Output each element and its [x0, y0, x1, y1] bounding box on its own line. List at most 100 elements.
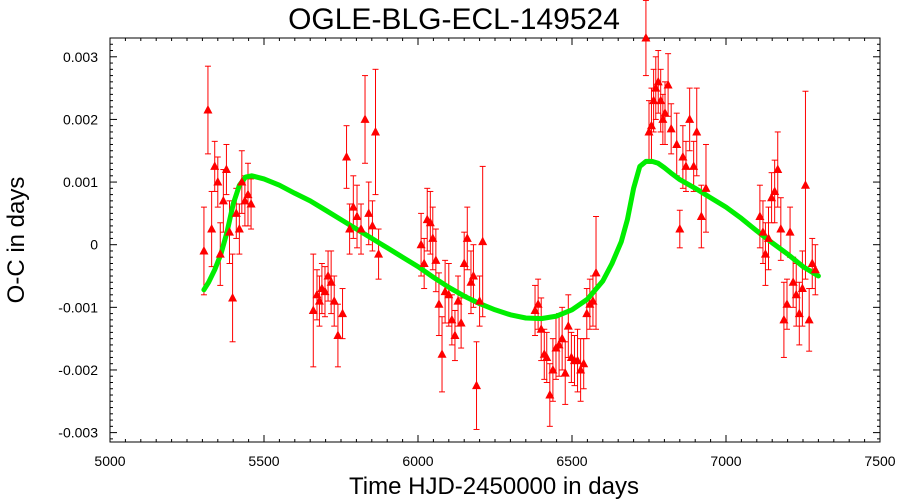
- data-point: [807, 258, 817, 267]
- chart-title: OGLE-BLG-ECL-149524: [288, 3, 620, 36]
- data-point: [641, 33, 651, 42]
- data-point: [225, 227, 235, 236]
- data-point: [675, 224, 685, 233]
- data-point: [653, 76, 663, 86]
- data-point: [444, 289, 454, 299]
- data-point: [348, 202, 358, 211]
- data-point: [240, 195, 250, 205]
- data-point: [475, 296, 485, 305]
- data-point: [672, 139, 682, 148]
- x-tick-label: 7000: [710, 453, 741, 469]
- x-tick-label: 5000: [94, 453, 125, 469]
- x-axis-ticks: 5000 5500 6000 6500 7000 7500: [94, 38, 896, 469]
- data-point: [456, 317, 466, 327]
- data-point: [788, 277, 798, 286]
- data-point: [804, 314, 814, 324]
- data-point: [791, 289, 801, 299]
- x-tick-label: 6000: [402, 453, 433, 469]
- y-axis-label: O-C in days: [3, 177, 30, 304]
- data-point: [536, 324, 546, 333]
- data-point: [320, 286, 330, 296]
- data-point: [560, 368, 570, 377]
- data-point: [678, 152, 688, 161]
- data-point: [338, 308, 348, 318]
- data-point: [755, 211, 765, 221]
- data-point: [314, 296, 324, 305]
- data-point: [800, 180, 810, 189]
- data-point: [478, 236, 488, 246]
- data-point: [692, 126, 702, 136]
- data-point: [326, 277, 336, 286]
- data-point: [312, 289, 322, 299]
- data-point: [431, 255, 441, 264]
- data-point: [356, 224, 366, 233]
- data-point: [656, 95, 666, 105]
- data-point: [323, 271, 333, 280]
- data-point: [591, 267, 601, 277]
- data-point: [660, 108, 670, 117]
- data-point: [213, 177, 223, 186]
- data-point: [685, 114, 695, 123]
- data-point: [425, 217, 435, 227]
- data-point: [472, 380, 482, 390]
- y-tick-label: -0.002: [58, 362, 98, 378]
- x-axis-label: Time HJD-2450000 in days: [349, 473, 639, 500]
- data-point: [644, 126, 654, 136]
- data-point: [231, 208, 241, 217]
- data-point: [459, 258, 469, 267]
- data-point: [434, 299, 444, 308]
- data-point: [770, 186, 780, 195]
- data-point: [651, 83, 661, 92]
- data-point: [588, 296, 598, 305]
- data-point: [207, 224, 217, 233]
- data-point: [234, 224, 244, 233]
- data-point: [646, 120, 656, 130]
- data-point: [450, 330, 460, 340]
- data-point: [689, 161, 699, 170]
- data-point: [573, 355, 583, 365]
- data-point: [760, 249, 770, 258]
- data-point: [548, 364, 558, 374]
- data-point: [374, 249, 384, 258]
- y-axis-ticks: -0.003 -0.002 -0.001 0 0.001 0.002 0.003: [58, 37, 880, 441]
- data-point: [468, 271, 478, 280]
- data-point: [221, 164, 231, 174]
- data-point: [370, 126, 380, 136]
- data-point: [447, 314, 457, 324]
- data-point: [367, 220, 377, 230]
- data-point: [228, 292, 238, 302]
- data-point: [810, 264, 820, 274]
- data-point: [582, 308, 592, 318]
- data-point: [545, 390, 555, 399]
- data-point: [329, 296, 339, 305]
- data-point: [308, 305, 318, 314]
- data-point: [533, 299, 543, 308]
- data-point: [333, 330, 343, 340]
- data-point: [345, 224, 355, 233]
- data-point: [360, 114, 370, 123]
- data-point: [364, 208, 374, 217]
- data-point: [563, 321, 573, 330]
- data-point: [203, 105, 213, 114]
- data-point: [767, 192, 777, 202]
- data-point: [701, 183, 711, 192]
- data-point: [243, 189, 253, 199]
- data-point: [215, 249, 225, 258]
- data-point: [466, 277, 476, 286]
- y-tick-label: 0.003: [63, 49, 98, 65]
- data-point: [663, 79, 673, 89]
- data-point: [576, 364, 586, 374]
- y-tick-label: 0.002: [63, 111, 98, 127]
- data-point: [658, 114, 668, 123]
- data-point: [419, 258, 429, 267]
- data-point: [779, 314, 789, 324]
- data-point: [530, 305, 540, 314]
- data-point: [794, 308, 804, 318]
- data-point: [554, 339, 564, 349]
- data-point: [428, 233, 438, 242]
- data-point: [542, 352, 552, 361]
- data-point: [776, 224, 786, 233]
- x-tick-label: 7500: [864, 453, 895, 469]
